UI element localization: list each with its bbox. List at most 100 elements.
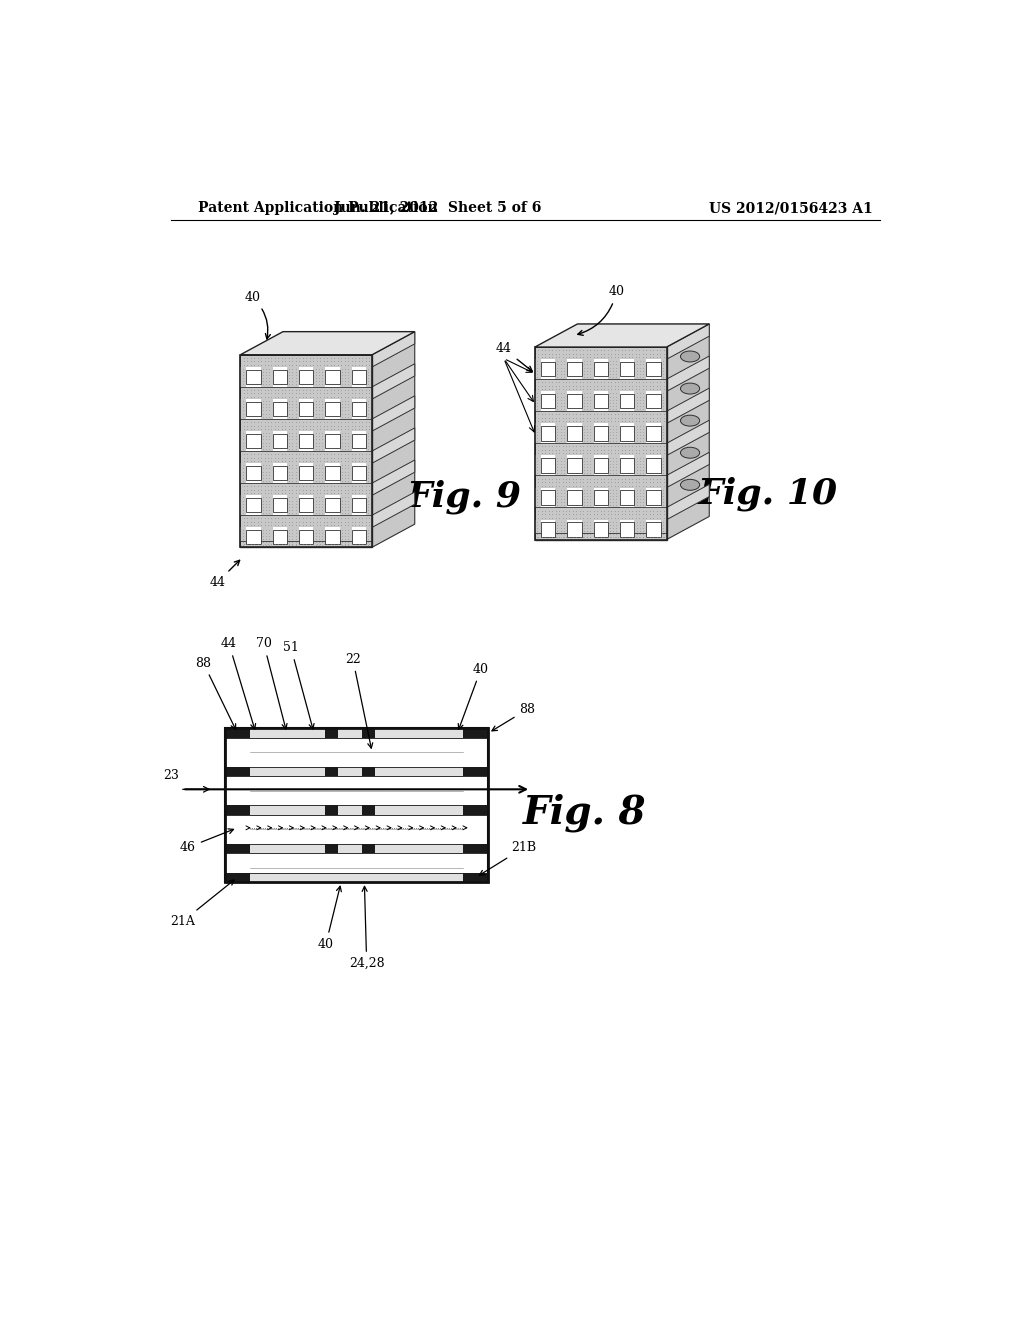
Bar [535,424,541,444]
Bar [367,432,372,451]
Bar [361,767,375,776]
Text: 44: 44 [496,342,532,371]
Bar [225,729,488,738]
Bar [634,455,646,475]
Bar [535,507,667,520]
Bar [326,498,340,512]
Bar [634,424,646,444]
Text: 51: 51 [283,642,314,729]
Bar [313,432,326,451]
Bar [241,495,247,515]
Bar [299,498,313,512]
Text: 21B: 21B [479,841,537,875]
Bar [241,495,372,515]
Bar [535,347,667,540]
Bar [367,367,372,387]
Bar [225,729,250,738]
Bar [535,533,667,540]
Bar [535,412,667,424]
Text: Fig. 8: Fig. 8 [523,793,647,832]
Bar [261,463,272,483]
Text: 40: 40 [578,285,625,335]
Bar [646,362,660,376]
Bar [351,401,367,416]
Bar [241,541,372,548]
Text: 21A: 21A [171,880,234,928]
Bar [541,490,555,504]
Bar [608,359,620,379]
Bar [351,498,367,512]
Bar [241,387,372,399]
Bar [620,523,634,537]
Text: Fig. 9: Fig. 9 [407,480,522,515]
Bar [620,490,634,504]
Polygon shape [667,323,710,359]
Bar [582,424,594,444]
Bar [325,729,338,738]
Bar [225,843,250,853]
Bar [646,426,660,441]
Bar [646,458,660,473]
Bar [326,401,340,416]
Bar [241,528,372,548]
Bar [225,729,488,882]
Bar [287,528,299,548]
Bar [646,490,660,504]
Bar [326,434,340,449]
Bar [250,814,463,843]
Bar [241,399,247,418]
Bar [340,399,351,418]
Bar [326,531,340,544]
Bar [272,370,287,384]
Text: 88: 88 [492,702,536,731]
Bar [555,359,567,379]
Bar [555,455,567,475]
Text: 44: 44 [221,638,256,729]
Bar [241,355,372,367]
Polygon shape [667,323,710,540]
Bar [367,399,372,418]
Text: 23: 23 [163,770,178,781]
Bar [660,487,667,507]
Bar [620,362,634,376]
Ellipse shape [681,351,699,362]
Bar [582,520,594,540]
Bar [351,531,367,544]
Bar [225,843,488,853]
Bar [594,490,608,504]
Bar [582,359,594,379]
Bar [620,395,634,408]
Bar [555,487,567,507]
Bar [340,528,351,548]
Bar [367,528,372,548]
Bar [247,370,261,384]
Text: 40: 40 [458,663,488,729]
Text: 22: 22 [345,653,373,748]
Text: 70: 70 [256,638,287,729]
Bar [594,426,608,441]
Bar [326,370,340,384]
Bar [340,367,351,387]
Text: Jun. 21, 2012  Sheet 5 of 6: Jun. 21, 2012 Sheet 5 of 6 [334,202,542,215]
Bar [567,395,582,408]
Bar [326,466,340,480]
Bar [241,367,247,387]
Bar [367,495,372,515]
Bar [272,434,287,449]
Bar [299,370,313,384]
Polygon shape [372,331,415,367]
Bar [463,805,488,814]
Bar [634,359,646,379]
Bar [225,729,488,882]
Polygon shape [372,396,415,432]
Bar [594,458,608,473]
Bar [225,805,250,814]
Bar [463,843,488,853]
Bar [634,487,646,507]
Polygon shape [372,364,415,399]
Bar [340,495,351,515]
Bar [225,767,250,776]
Bar [340,432,351,451]
Bar [541,426,555,441]
Bar [250,853,463,882]
